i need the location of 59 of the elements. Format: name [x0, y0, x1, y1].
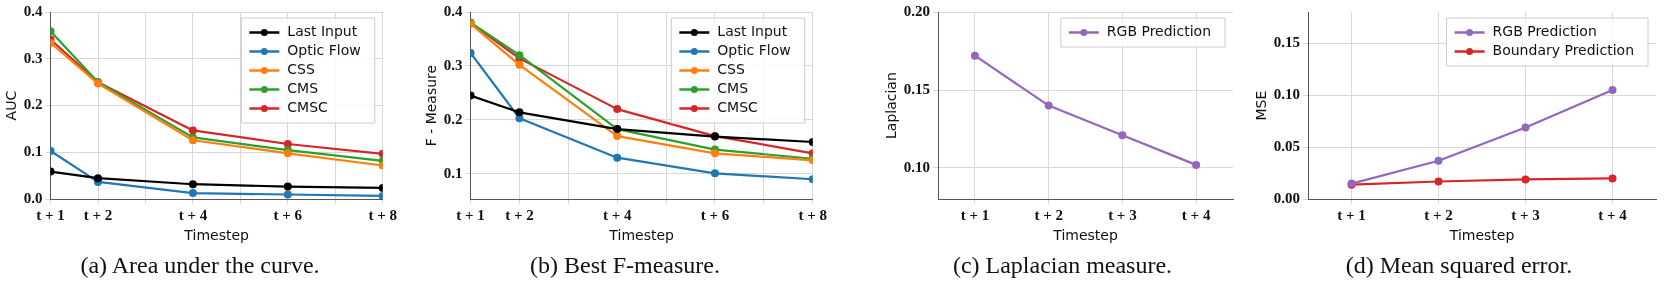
x-tick-label: t + 6 — [700, 207, 730, 224]
x-tick-label: t + 1 — [36, 207, 65, 224]
x-axis-title: Timestep — [1052, 227, 1118, 244]
x-tick-label: t + 1 — [960, 207, 990, 224]
legend-label: CMS — [717, 80, 749, 97]
y-tick-label: 0.15 — [1273, 34, 1301, 51]
y-tick-label: 0.00 — [1273, 190, 1301, 207]
legend-label: Last Input — [717, 23, 788, 40]
x-axis-title: Timestep — [183, 227, 250, 244]
legend-label: CSS — [287, 61, 315, 78]
x-tick-label: t + 4 — [1598, 207, 1628, 224]
y-tick-label: 0.0 — [23, 190, 43, 207]
x-tick-label: t + 2 — [1034, 207, 1063, 224]
y-tick-label: 0.05 — [1273, 138, 1301, 155]
legend-label: CMSC — [287, 99, 329, 116]
legend-label: Optic Flow — [717, 42, 791, 59]
y-tick-label: 0.10 — [1273, 86, 1301, 103]
y-axis-title: MSE — [1253, 90, 1270, 121]
y-tick-label: 0.2 — [443, 110, 463, 127]
text: (d) Mean squared error. — [1344, 252, 1574, 279]
x-tick-label: t + 4 — [1181, 207, 1211, 224]
y-axis-title: Laplacian — [883, 72, 900, 139]
x-axis-title: Timestep — [1448, 227, 1515, 244]
y-axis-title: AUC — [3, 90, 20, 121]
x-tick-label: t + 8 — [798, 207, 827, 224]
y-tick-label: 0.2 — [23, 96, 43, 113]
legend-label: Optic Flow — [287, 42, 361, 59]
text: (c) Laplacian measure. — [951, 252, 1174, 279]
y-tick-label: 0.15 — [903, 80, 931, 97]
x-tick-label: t + 1 — [1337, 207, 1366, 224]
y-tick-label: 0.1 — [443, 164, 463, 181]
legend-label: CMSC — [717, 99, 759, 116]
x-tick-label: t + 3 — [1108, 207, 1137, 224]
y-tick-label: 0.4 — [443, 2, 464, 19]
legend-label: Boundary Prediction — [1492, 42, 1634, 59]
y-tick-label: 0.1 — [23, 143, 43, 160]
x-tick-label: t + 4 — [178, 207, 208, 224]
x-tick-label: t + 6 — [273, 207, 303, 224]
y-tick-label: 0.10 — [903, 158, 931, 175]
y-tick-label: 0.3 — [23, 49, 43, 66]
y-tick-label: 0.4 — [23, 2, 44, 19]
x-tick-label: t + 1 — [456, 207, 485, 224]
legend-label: RGB Prediction — [1106, 23, 1212, 40]
legend-label: RGB Prediction — [1492, 23, 1597, 40]
legend-label: CSS — [717, 61, 745, 78]
x-tick-label: t + 2 — [83, 207, 113, 224]
text: (a) Area under the curve. — [79, 252, 321, 279]
y-tick-label: 0.3 — [443, 56, 463, 73]
y-tick-label: 0.20 — [903, 2, 931, 19]
x-tick-label: t + 4 — [602, 207, 632, 224]
y-axis-title: F - Measure — [423, 64, 440, 147]
x-tick-label: t + 2 — [505, 207, 534, 224]
x-tick-label: t + 2 — [1424, 207, 1453, 224]
x-tick-label: t + 3 — [1511, 207, 1540, 224]
legend-label: Last Input — [287, 23, 358, 40]
x-axis-title: Timestep — [608, 227, 675, 244]
text: (b) Best F-measure. — [529, 252, 721, 279]
x-tick-label: t + 8 — [368, 207, 397, 224]
legend-label: CMS — [287, 80, 319, 97]
